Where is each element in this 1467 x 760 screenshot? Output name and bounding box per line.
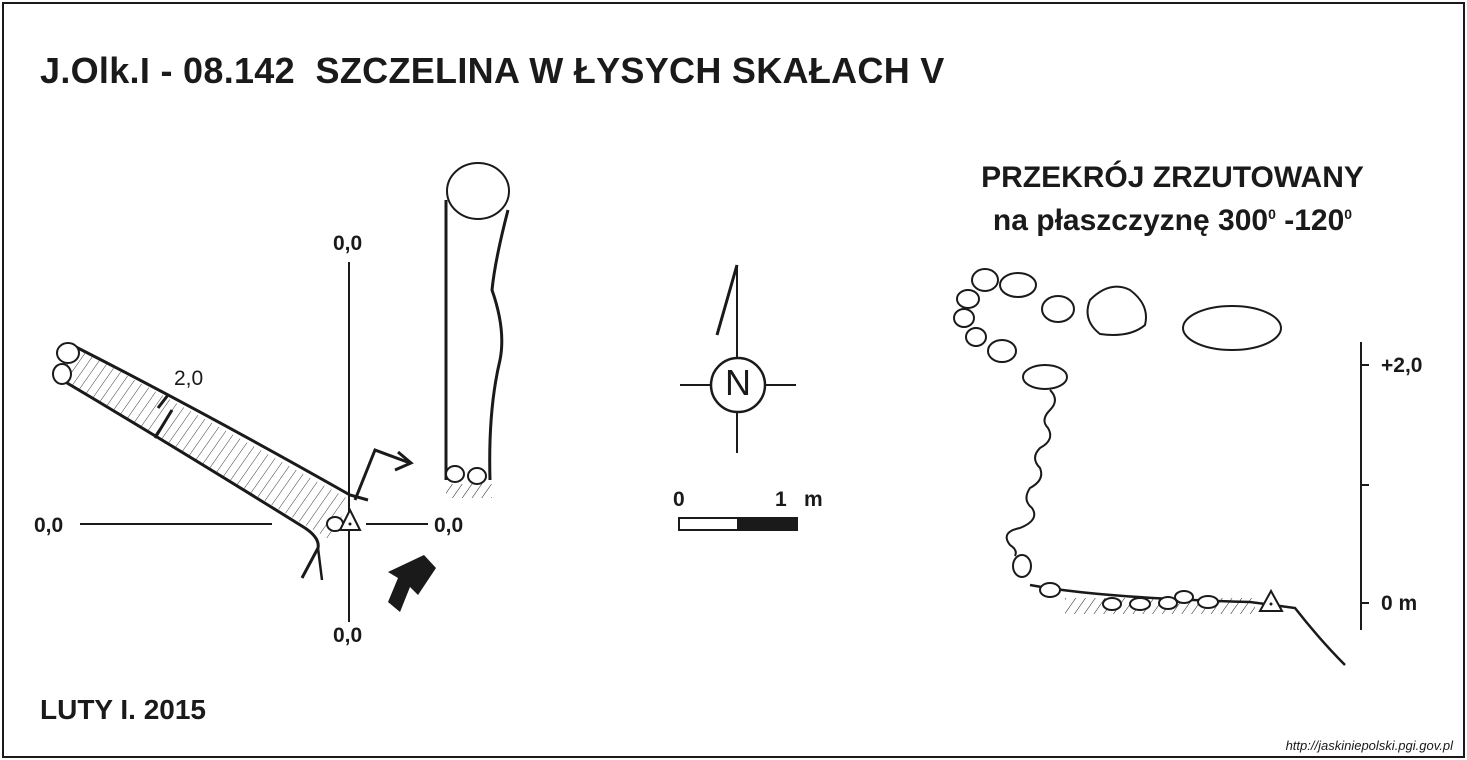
axis-label-top: 0,0 — [333, 232, 363, 255]
boulder — [446, 162, 510, 220]
section-title-line2: na płaszczyznę 3000 -1200 — [992, 204, 1353, 237]
elevation-scale — [1360, 342, 1369, 630]
elevation-label-bottom: 0 m — [1381, 592, 1418, 615]
boulder — [965, 327, 987, 347]
plan-axes — [80, 262, 428, 622]
passage-wall-upper — [71, 343, 369, 502]
boulder — [953, 308, 975, 328]
boulder — [956, 289, 980, 309]
scale-unit-label: m — [804, 488, 823, 511]
axis-label-right: 0,0 — [434, 514, 464, 537]
section-wall-left — [1005, 389, 1056, 557]
shaft-wall-right — [488, 209, 510, 481]
boulder — [999, 272, 1037, 298]
axis-label-left: 0,0 — [34, 514, 64, 537]
boulder — [1129, 597, 1151, 611]
entrance-arrow-icon — [388, 555, 436, 612]
boulder — [1158, 596, 1178, 610]
boulder — [1102, 597, 1122, 611]
north-arrow-icon — [680, 264, 796, 453]
step-mark — [153, 394, 174, 439]
survey-station-icon — [338, 507, 362, 531]
depth-label: 2,0 — [174, 367, 204, 390]
section-profile — [953, 268, 1346, 666]
north-letter: N — [725, 362, 751, 403]
boulder — [1022, 364, 1068, 390]
section-title: PRZEKRÓJ ZRZUTOWANY na płaszczyznę 3000 … — [950, 160, 1395, 239]
boulder — [1012, 554, 1032, 578]
plan-passage — [52, 342, 369, 581]
source-url[interactable]: http://jaskiniepolski.pgi.gov.pl — [1285, 738, 1453, 753]
boulder — [445, 465, 465, 483]
boulder — [987, 339, 1017, 363]
boulder — [971, 268, 999, 292]
shaft-plan — [444, 162, 510, 498]
boulder — [1197, 595, 1219, 609]
section-line-arrow-icon — [353, 448, 414, 501]
boulder — [1174, 590, 1194, 604]
passage-wall-lower — [61, 378, 320, 579]
elevation-label-top: +2,0 — [1381, 354, 1423, 377]
author-date: LUTY I. 2015 — [40, 694, 207, 725]
boulder — [1086, 285, 1147, 336]
boulder — [1041, 295, 1075, 323]
axis-label-bottom: 0,0 — [333, 624, 363, 647]
boulder — [1039, 582, 1061, 598]
section-station-icon — [1258, 588, 1284, 612]
scale-start-label: 0 — [673, 488, 685, 511]
boulder — [52, 363, 72, 385]
section-title-line1: PRZEKRÓJ ZRZUTOWANY — [981, 161, 1364, 194]
boulder — [1182, 305, 1282, 351]
scale-end-label: 1 — [775, 488, 787, 511]
scale-bar — [678, 517, 798, 531]
map-title: J.Olk.I - 08.142 SZCZELINA W ŁYSYCH SKAŁ… — [40, 50, 945, 91]
boulder — [467, 467, 487, 485]
boulder — [56, 342, 80, 364]
